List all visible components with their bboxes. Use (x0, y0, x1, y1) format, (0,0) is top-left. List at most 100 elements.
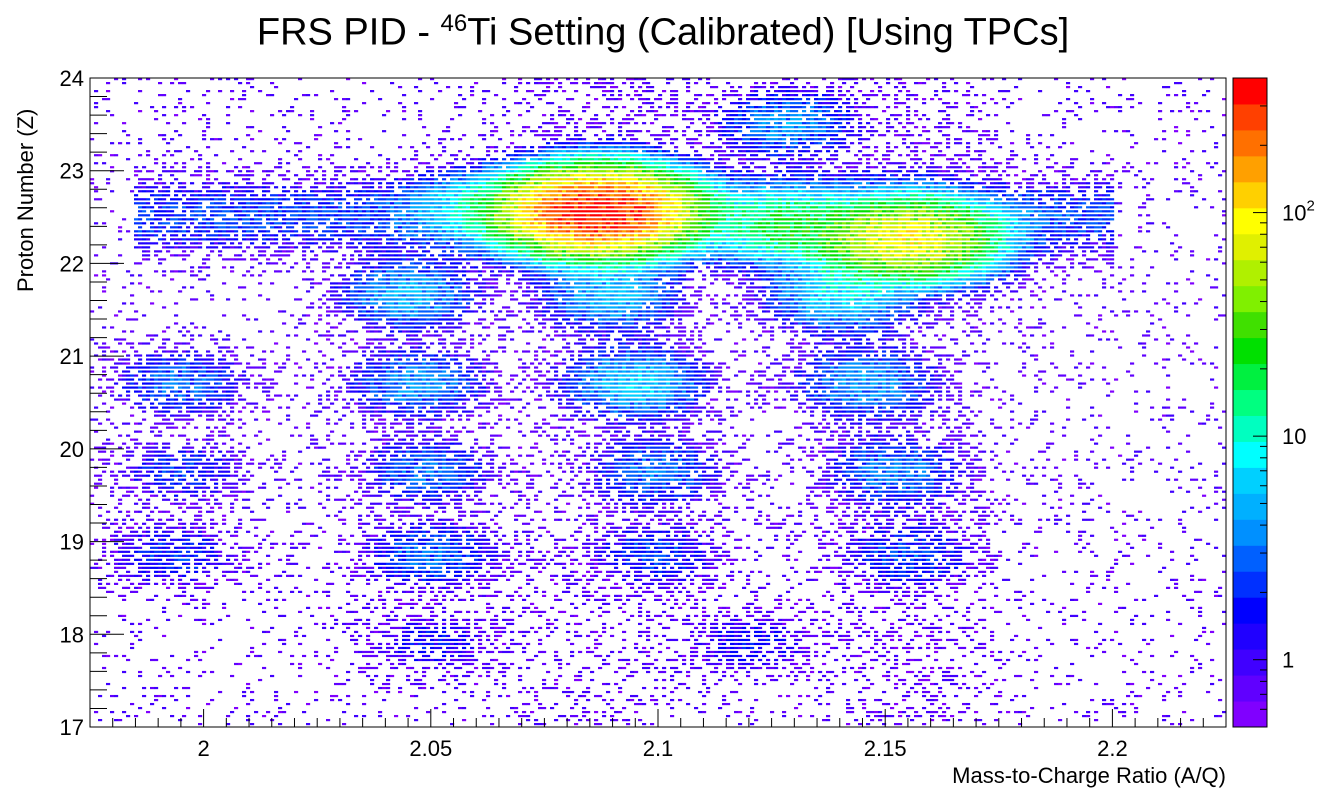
heatmap-cell (214, 567, 218, 569)
heatmap-cell (102, 342, 106, 344)
heatmap-cell (414, 190, 418, 192)
heatmap-cell (398, 314, 402, 316)
heatmap-cell (174, 571, 178, 573)
heatmap-cell (382, 555, 386, 557)
heatmap-cell (94, 222, 98, 224)
heatmap-cell (274, 471, 278, 473)
heatmap-cell (398, 531, 402, 533)
heatmap-cell (394, 254, 398, 256)
heatmap-cell (362, 350, 366, 352)
heatmap-cell (334, 194, 338, 196)
heatmap-cell (154, 699, 158, 701)
heatmap-cell (398, 318, 402, 320)
heatmap-cell (314, 322, 318, 324)
heatmap-cell (386, 250, 390, 252)
heatmap-cell (406, 382, 410, 384)
heatmap-cell (338, 310, 342, 312)
heatmap-cell (358, 310, 362, 312)
heatmap-cell (186, 547, 190, 549)
heatmap-cell (214, 222, 218, 224)
heatmap-cell (198, 415, 202, 417)
heatmap-cell (234, 390, 238, 392)
heatmap-cell (194, 362, 198, 364)
heatmap-cell (162, 419, 166, 421)
heatmap-cell (382, 635, 386, 637)
heatmap-cell (114, 563, 118, 565)
heatmap-cell (386, 623, 390, 625)
heatmap-cell (190, 374, 194, 376)
heatmap-cell (118, 551, 122, 553)
heatmap-cell (374, 310, 378, 312)
heatmap-cell (294, 210, 298, 212)
heatmap-cell (242, 94, 246, 96)
heatmap-cell (234, 543, 238, 545)
heatmap-cell (274, 198, 278, 200)
heatmap-cell (414, 242, 418, 244)
heatmap-cell (410, 467, 414, 469)
heatmap-cell (162, 611, 166, 613)
heatmap-cell (394, 511, 398, 513)
heatmap-cell (382, 479, 386, 481)
heatmap-cell (234, 138, 238, 140)
heatmap-cell (350, 571, 354, 573)
heatmap-cell (190, 198, 194, 200)
heatmap-cell (410, 318, 414, 320)
heatmap-cell (318, 503, 322, 505)
heatmap-cell (234, 230, 238, 232)
heatmap-cell (362, 671, 366, 673)
heatmap-cell (226, 190, 230, 192)
heatmap-cell (126, 571, 130, 573)
heatmap-cell (138, 443, 142, 445)
heatmap-cell (242, 98, 246, 100)
heatmap-cell (390, 170, 394, 172)
heatmap-cell (234, 182, 238, 184)
heatmap-cell (318, 547, 322, 549)
heatmap-cell (426, 403, 430, 405)
heatmap-cell (386, 278, 390, 280)
heatmap-cell (294, 234, 298, 236)
heatmap-cell (282, 138, 286, 140)
heatmap-cell (266, 579, 270, 581)
heatmap-cell (190, 491, 194, 493)
heatmap-cell (202, 134, 206, 136)
heatmap-cell (218, 226, 222, 228)
heatmap-cell (250, 519, 254, 521)
heatmap-cell (198, 394, 202, 396)
heatmap-cell (298, 194, 302, 196)
heatmap-cell (166, 407, 170, 409)
heatmap-cell (414, 170, 418, 172)
heatmap-cell (414, 555, 418, 557)
heatmap-cell (418, 382, 422, 384)
heatmap-cell (146, 487, 150, 489)
heatmap-cell (162, 274, 166, 276)
heatmap-cell (254, 246, 258, 248)
heatmap-cell (362, 607, 366, 609)
heatmap-cell (410, 463, 414, 465)
heatmap-cell (102, 555, 106, 557)
heatmap-cell (246, 202, 250, 204)
heatmap-cell (410, 695, 414, 697)
heatmap-cell (190, 459, 194, 461)
heatmap-cell (222, 162, 226, 164)
heatmap-cell (394, 218, 398, 220)
heatmap-cell (266, 230, 270, 232)
heatmap-cell (290, 218, 294, 220)
heatmap-cell (426, 443, 430, 445)
heatmap-cell (306, 607, 310, 609)
heatmap-cell (242, 559, 246, 561)
heatmap-cell (370, 511, 374, 513)
heatmap-cell (170, 174, 174, 176)
heatmap-cell (362, 394, 366, 396)
heatmap-cell (390, 575, 394, 577)
heatmap-cell (294, 587, 298, 589)
heatmap-cell (118, 338, 122, 340)
heatmap-cell (178, 491, 182, 493)
heatmap-cell (146, 190, 150, 192)
heatmap-cell (418, 262, 422, 264)
heatmap-cell (162, 138, 166, 140)
heatmap-cell (322, 230, 326, 232)
heatmap-cell (398, 374, 402, 376)
heatmap-cell (358, 487, 362, 489)
heatmap-cell (162, 258, 166, 260)
heatmap-cell (354, 190, 358, 192)
